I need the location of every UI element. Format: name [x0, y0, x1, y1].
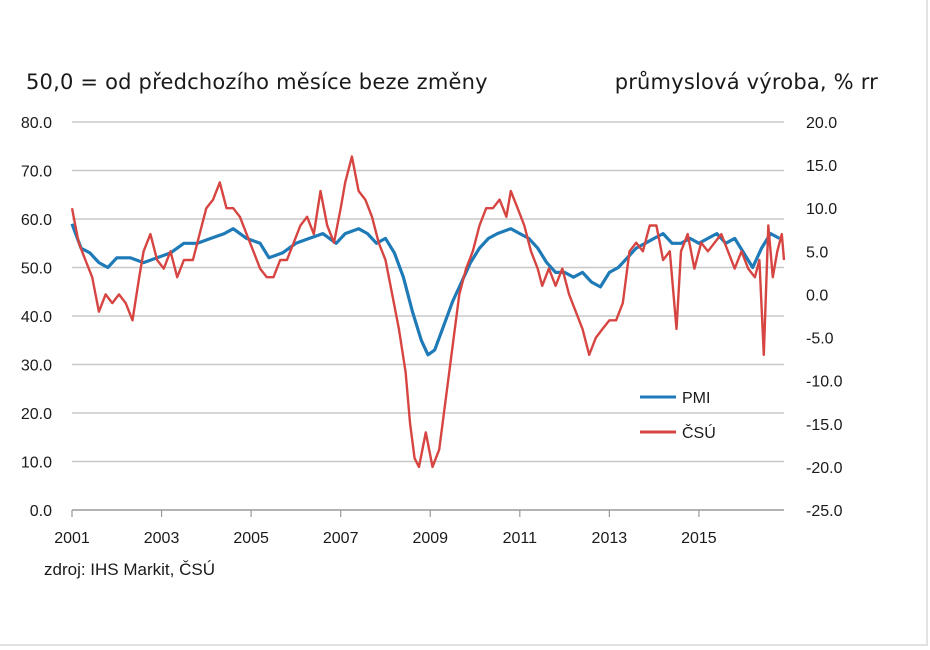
x-tick-label: 2015: [681, 530, 717, 547]
legend-label-pmi: PMI: [682, 390, 710, 407]
x-tick-label: 2003: [144, 530, 180, 547]
x-axis-ticks: 2001 2003 2005 2007 2009 2011 2013 2015: [54, 510, 717, 547]
left-tick-label: 20.0: [21, 406, 52, 423]
series-line-csu: [70, 155, 786, 469]
source-note: zdroj: IHS Markit, ČSÚ: [44, 560, 215, 579]
left-axis-ticks: 0.0 10.0 20.0 30.0 40.0 50.0 60.0 70.0 80.0: [21, 115, 52, 520]
grid-lines: [72, 121, 784, 511]
left-tick-label: 10.0: [21, 455, 52, 472]
right-axis-caption: průmyslová výroba, % rr: [614, 70, 878, 94]
series-lines: [70, 155, 786, 469]
right-tick-label: -5.0: [806, 331, 834, 348]
legend: PMI ČSÚ: [640, 390, 716, 442]
x-tick-label: 2011: [503, 530, 538, 547]
left-tick-label: 0.0: [30, 503, 52, 520]
x-tick-label: 2013: [592, 530, 628, 547]
x-tick-label: 2005: [233, 530, 269, 547]
right-tick-label: 5.0: [806, 244, 828, 261]
right-tick-label: 0.0: [806, 287, 828, 304]
left-tick-label: 80.0: [21, 115, 52, 132]
right-tick-label: 15.0: [806, 158, 837, 175]
right-tick-label: -25.0: [806, 503, 843, 520]
left-axis-caption: 50,0 = od předchozího měsíce beze změny: [26, 70, 488, 94]
legend-label-csu: ČSÚ: [682, 423, 716, 442]
left-tick-label: 70.0: [21, 164, 52, 181]
series-line-pmi: [70, 223, 781, 357]
left-tick-label: 50.0: [21, 261, 52, 278]
left-tick-label: 60.0: [21, 212, 52, 229]
right-tick-label: -15.0: [806, 417, 843, 434]
right-tick-label: 20.0: [806, 115, 837, 132]
x-tick-label: 2009: [412, 530, 448, 547]
x-tick-label: 2007: [323, 530, 359, 547]
left-tick-label: 30.0: [21, 358, 52, 375]
left-tick-label: 40.0: [21, 309, 52, 326]
right-axis-ticks: -25.0 -20.0 -15.0 -10.0 -5.0 0.0 5.0 10.0 15.0 20…: [806, 115, 843, 520]
right-tick-label: -10.0: [806, 374, 843, 391]
right-tick-label: 10.0: [806, 201, 837, 218]
x-tick-label: 2001: [54, 530, 90, 547]
right-tick-label: -20.0: [806, 460, 843, 477]
